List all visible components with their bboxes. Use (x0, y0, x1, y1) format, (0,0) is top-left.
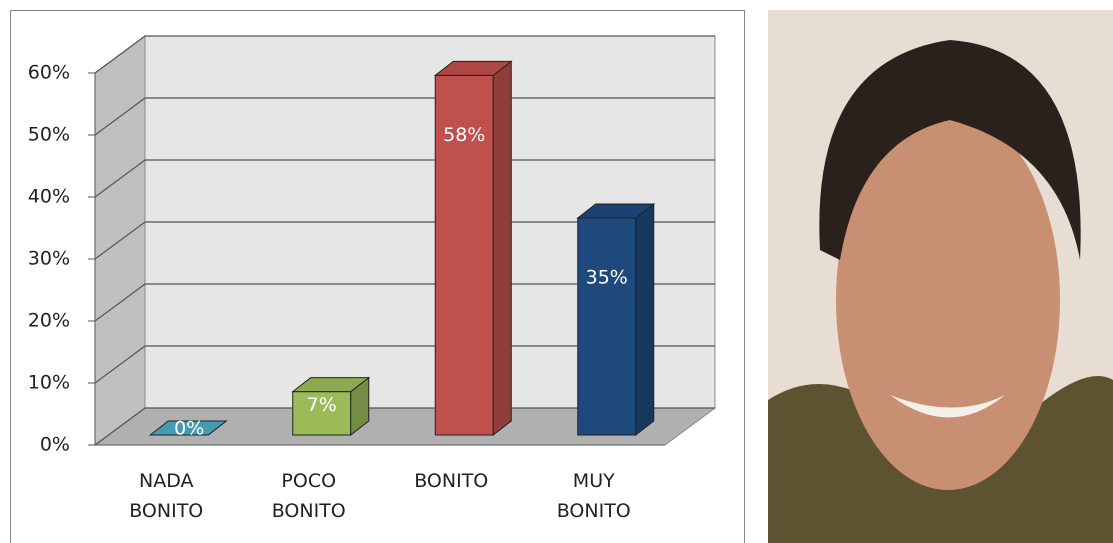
photo (768, 10, 1113, 543)
y-tick-label: 20% (28, 310, 70, 332)
y-tick-label: 0% (40, 434, 70, 456)
bar-top (576, 203, 656, 219)
value-label: 58% (443, 124, 485, 146)
value-label: 35% (586, 267, 628, 289)
bar-top (291, 377, 371, 393)
bar (576, 202, 656, 437)
grid-line (94, 35, 715, 74)
grid-line (94, 345, 715, 384)
y-tick-label: 30% (28, 248, 70, 270)
y-tick-label: 50% (28, 124, 70, 146)
grid-line (94, 159, 715, 198)
x-tick-label: BONITO (414, 470, 489, 492)
bar-front (577, 217, 637, 436)
bar-top (433, 60, 513, 76)
bar-side (635, 202, 655, 437)
photo-face (836, 110, 1060, 490)
value-label: 7% (307, 394, 337, 416)
grid-line (94, 283, 715, 322)
bar (291, 376, 371, 437)
bar-top (148, 420, 228, 436)
photo-hair (819, 40, 1081, 260)
y-tick-label: 10% (28, 372, 70, 394)
y-tick-label: 40% (28, 186, 70, 208)
bar (148, 420, 228, 436)
value-label: 0% (174, 418, 204, 440)
bar (433, 60, 513, 437)
grid-line (94, 97, 715, 136)
y-tick-label: 60% (28, 62, 70, 84)
grid-line (94, 407, 715, 446)
x-tick-label: POCO BONITO (271, 470, 346, 522)
grid-line (94, 221, 715, 260)
photo-smile (890, 395, 1005, 418)
x-tick-label: MUY BONITO (556, 470, 631, 522)
x-tick-label: NADA BONITO (129, 470, 204, 522)
bar-side (492, 60, 512, 437)
